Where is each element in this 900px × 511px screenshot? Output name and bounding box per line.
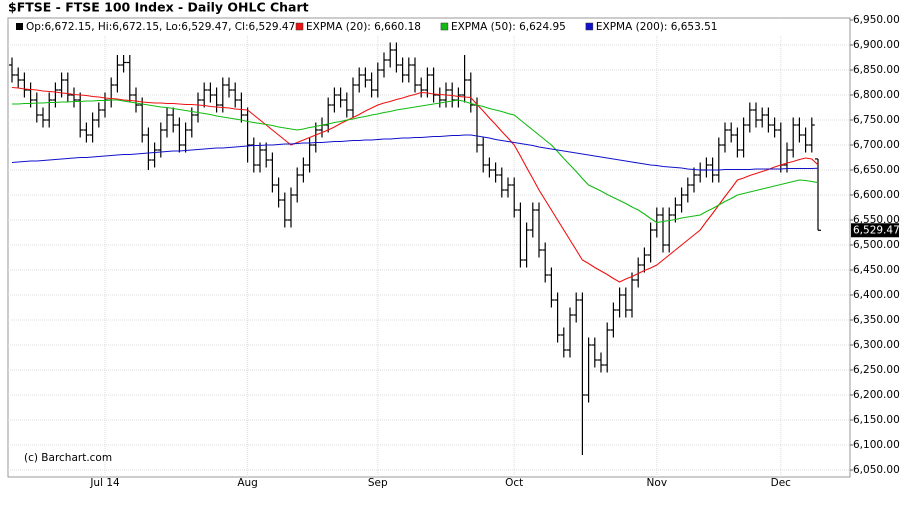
watermark: (c) Barchart.com	[24, 452, 112, 464]
y-tick-label: 6,950.00	[853, 14, 900, 26]
x-tick-label: Oct	[505, 477, 523, 489]
last-price-box	[851, 223, 899, 238]
y-tick-label: 6,850.00	[853, 64, 900, 76]
y-tick-label: 6,050.00	[853, 464, 900, 476]
legend-label: EXPMA (200): 6,653.51	[596, 21, 718, 33]
y-tick-label: 6,500.00	[853, 239, 900, 251]
legend-swatch	[16, 23, 23, 30]
x-tick-label: Jul 14	[89, 477, 120, 489]
y-tick-label: 6,300.00	[853, 339, 900, 351]
y-tick-label: 6,450.00	[853, 264, 900, 276]
y-tick-label: 6,600.00	[853, 189, 900, 201]
ema-line	[11, 86, 819, 283]
y-tick-label: 6,150.00	[853, 414, 900, 426]
x-tick-label: Aug	[237, 477, 258, 489]
y-tick-label: 6,350.00	[853, 314, 900, 326]
y-tick-label: 6,400.00	[853, 289, 900, 301]
ema-line	[11, 134, 819, 171]
legend-swatch	[295, 22, 304, 31]
x-tick-label: Nov	[647, 477, 668, 489]
ema-line	[12, 99, 819, 224]
y-tick-label: 6,800.00	[853, 89, 900, 101]
legend-label: EXPMA (20): 6,660.18	[306, 21, 421, 33]
legend-swatch	[585, 22, 594, 31]
legend-label: Op:6,672.15, Hi:6,672.15, Lo:6,529.47, C…	[26, 21, 295, 33]
x-tick-label: Dec	[771, 477, 792, 489]
plot-frame	[7, 17, 851, 478]
legend-swatch	[440, 22, 449, 31]
y-tick-label: 6,250.00	[853, 364, 900, 376]
y-tick-label: 6,100.00	[853, 439, 900, 451]
last-price-label: 6,529.47	[853, 224, 900, 236]
y-tick-label: 6,700.00	[853, 139, 900, 151]
legend-bg	[9, 19, 849, 35]
legend-label: EXPMA (50): 6,624.95	[451, 21, 566, 33]
y-tick-label: 6,750.00	[853, 114, 900, 126]
y-tick-label: 6,900.00	[853, 39, 900, 51]
y-tick-label: 6,650.00	[853, 164, 900, 176]
x-tick-label: Sep	[368, 477, 388, 489]
y-tick-label: 6,200.00	[853, 389, 900, 401]
chart-title: $FTSE - FTSE 100 Index - Daily OHLC Char…	[8, 0, 309, 15]
y-tick-label: 6,550.00	[853, 214, 900, 226]
